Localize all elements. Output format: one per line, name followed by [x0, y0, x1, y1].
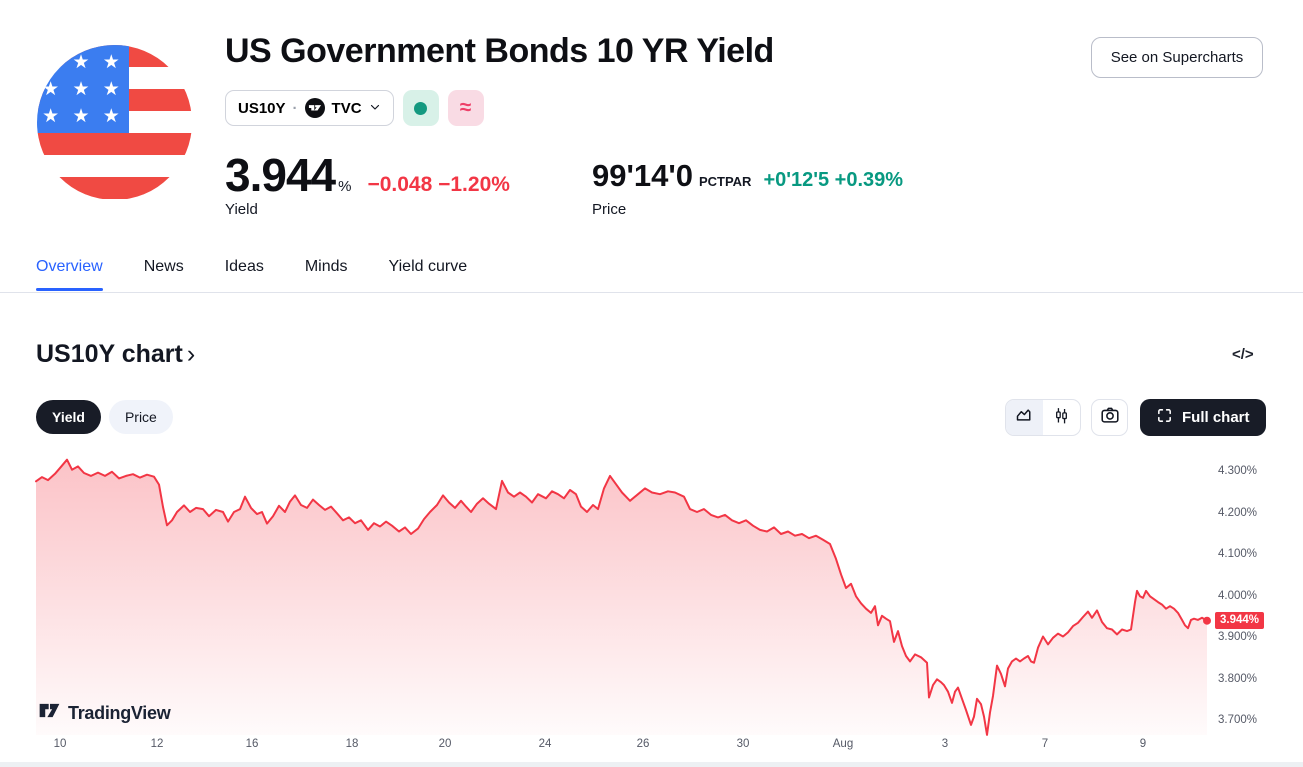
full-chart-button[interactable]: Full chart	[1140, 399, 1266, 436]
x-axis-tick-label: Aug	[832, 738, 854, 750]
candlestick-icon	[1051, 405, 1072, 431]
page-title: US Government Bonds 10 YR Yield	[225, 32, 774, 70]
price-label: Price	[592, 201, 627, 218]
full-chart-label: Full chart	[1182, 409, 1250, 426]
chevron-right-icon: ›	[186, 340, 196, 368]
fullscreen-icon	[1156, 407, 1173, 428]
x-axis-tick-label: 20	[438, 738, 452, 750]
series-toggle: Yield Price	[36, 400, 173, 434]
yield-unit: %	[338, 178, 352, 195]
y-axis-tick-label: 4.300%	[1218, 465, 1258, 477]
yield-value: 3.944	[225, 149, 336, 201]
tabs-divider	[0, 292, 1303, 293]
x-axis-tick-label: 16	[245, 738, 259, 750]
yield-area-chart[interactable]	[0, 450, 1303, 747]
symbol-label: US10Y	[238, 99, 286, 117]
yield-toggle-button[interactable]: Yield	[36, 400, 101, 434]
tradingview-logo-icon	[304, 98, 325, 118]
tab-news[interactable]: News	[143, 258, 184, 275]
chart-type-toggle	[1005, 399, 1081, 436]
next-section-edge	[0, 762, 1303, 767]
tab-overview[interactable]: Overview	[36, 258, 103, 291]
price-change: +0'12'5 +0.39%	[763, 169, 904, 191]
chart-line	[35, 458, 1208, 736]
tab-minds[interactable]: Minds	[304, 258, 348, 275]
chevron-down-icon	[369, 100, 381, 117]
tab-ideas[interactable]: Ideas	[224, 258, 264, 275]
screenshot-button[interactable]	[1091, 399, 1128, 436]
chart-area-fill	[36, 459, 1207, 735]
chart-section-title[interactable]: US10Y chart ›	[36, 340, 196, 368]
y-axis-tick-label: 3.700%	[1218, 714, 1258, 726]
x-axis-tick-label: 12	[150, 738, 164, 750]
candles-chart-type-button[interactable]	[1043, 400, 1080, 435]
flag-canton: ★ ★ ★ ★ ★ ★ ★ ★ ★	[37, 45, 129, 133]
yield-change: −0.048 −1.20%	[367, 173, 510, 196]
y-axis-tick-label: 4.100%	[1218, 548, 1258, 560]
exchange-label: TVC	[331, 99, 362, 117]
us-flag-icon: ★ ★ ★ ★ ★ ★ ★ ★ ★	[37, 45, 192, 200]
camera-icon	[1099, 404, 1121, 431]
last-price-badge: 3.944%	[1215, 611, 1265, 629]
tradingview-watermark[interactable]: TradingView	[38, 699, 171, 727]
yield-label: Yield	[225, 201, 258, 218]
yield-quote: 3.944 % −0.048 −1.20%	[225, 148, 510, 202]
x-axis-tick-label: 9	[1139, 738, 1147, 750]
tab-bar: Overview News Ideas Minds Yield curve	[36, 258, 467, 291]
price-unit: PCTPAR	[698, 174, 752, 189]
separator-dot: ·	[292, 99, 298, 117]
x-axis-tick-label: 30	[736, 738, 750, 750]
y-axis-tick-label: 3.800%	[1218, 672, 1258, 685]
tradingview-logo-icon	[38, 699, 61, 727]
x-axis-tick-label: 26	[636, 738, 650, 750]
see-on-supercharts-button[interactable]: See on Supercharts	[1091, 37, 1263, 78]
price-value: 99'14'0	[592, 158, 693, 193]
price-toggle-button[interactable]: Price	[108, 400, 173, 434]
last-price-dot	[1203, 616, 1211, 625]
x-axis-tick-label: 10	[53, 738, 67, 750]
market-open-badge	[402, 90, 439, 126]
watermark-label: TradingView	[68, 702, 171, 723]
price-quote: 99'14'0 PCTPAR +0'12'5 +0.39%	[592, 158, 903, 194]
symbol-row: US10Y · TVC ≈	[225, 90, 484, 126]
area-chart-type-button[interactable]	[1006, 400, 1043, 435]
area-chart-icon	[1014, 405, 1035, 431]
tab-yield-curve[interactable]: Yield curve	[388, 258, 468, 275]
y-axis-tick-label: 3.900%	[1218, 631, 1258, 643]
x-axis-tick-label: 24	[538, 738, 552, 750]
delayed-data-badge: ≈	[447, 90, 484, 126]
y-axis-tick-label: 4.000%	[1218, 589, 1258, 602]
x-axis-tick-label: 7	[1041, 738, 1049, 750]
symbol-selector-button[interactable]: US10Y · TVC	[225, 90, 394, 126]
y-axis-tick-label: 4.200%	[1218, 506, 1258, 519]
active-tab-underline	[36, 288, 103, 291]
embed-code-icon[interactable]: </>	[1232, 346, 1254, 363]
x-axis-tick-label: 3	[941, 738, 949, 750]
x-axis-tick-label: 18	[345, 738, 359, 750]
market-open-dot-icon	[414, 101, 428, 115]
